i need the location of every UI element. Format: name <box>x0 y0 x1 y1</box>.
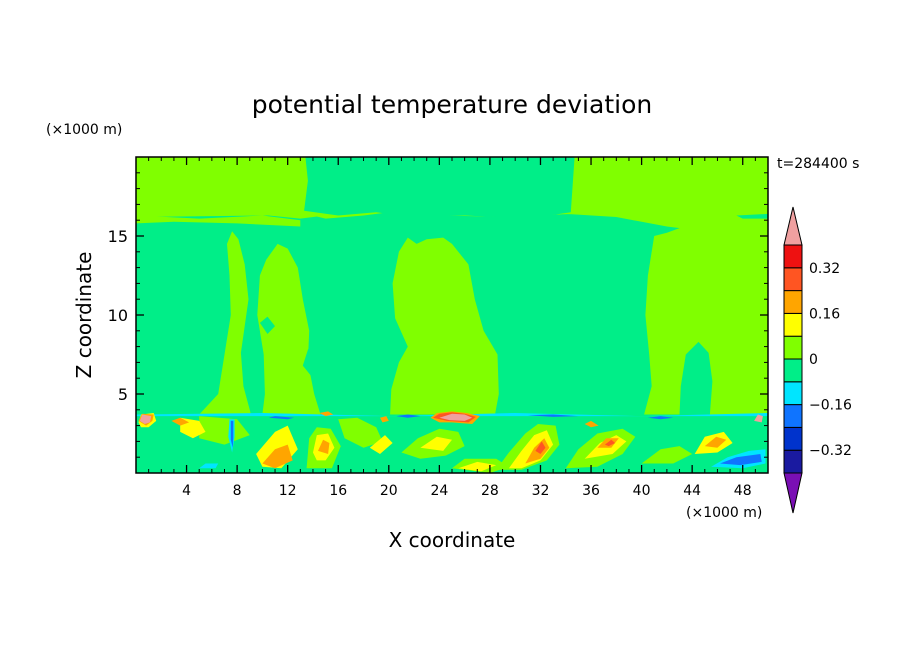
contour-region-55 <box>584 420 599 428</box>
colorbar-tick-label: 0 <box>809 352 818 368</box>
contour-region-44 <box>230 420 234 448</box>
x-tick-label: 24 <box>430 483 448 499</box>
colorbar-band <box>783 358 803 383</box>
contour-region-51 <box>754 414 763 423</box>
contour-region-36 <box>604 439 616 447</box>
colorbar-tick-label: 0.32 <box>809 261 840 277</box>
contour-region-11 <box>730 218 768 224</box>
contour-region-59 <box>647 416 674 420</box>
x-axis: 4 8 12 16 20 24 28 32 36 40 44 48 <box>148 157 756 499</box>
contour-region-30 <box>508 430 554 469</box>
x-tick-label: 36 <box>582 483 600 499</box>
colorbar-band <box>783 267 803 292</box>
colorbar-band <box>783 290 803 314</box>
colorbar-band <box>783 404 803 428</box>
colorbar-tick-label: −0.16 <box>809 398 852 414</box>
x-tick-label: 20 <box>380 483 398 499</box>
x-tick-label: 44 <box>683 483 701 499</box>
y-tick-label: 15 <box>108 227 128 246</box>
plot-area <box>136 157 768 473</box>
colorbar-lower-triangle <box>783 472 803 514</box>
contour-region-2 <box>257 243 321 415</box>
contour-region-7 <box>259 316 275 334</box>
contour-region-39 <box>704 436 727 448</box>
colorbar-band <box>783 381 803 406</box>
y-tick-label: 5 <box>118 385 128 404</box>
contour-region-54 <box>380 416 389 423</box>
contour-region-3 <box>390 237 499 415</box>
contour-region-22 <box>318 439 330 454</box>
x-tick-label: 32 <box>532 483 550 499</box>
chart-title: potential temperature deviation <box>252 90 652 119</box>
time-label: t=284400 s <box>777 156 859 172</box>
contour-region-32 <box>535 441 546 454</box>
x-tick-label: 4 <box>182 483 191 499</box>
contour-region-12 <box>736 213 768 219</box>
x-axis-title: X coordinate <box>389 528 516 552</box>
x-tick-label: 48 <box>734 483 752 499</box>
contour-region-26 <box>420 436 452 451</box>
contour-region-50 <box>439 413 473 421</box>
contour-region-28 <box>458 461 497 472</box>
y-axis-title: Z coordinate <box>72 252 96 379</box>
contour-regions <box>136 157 768 473</box>
contour-region-56 <box>268 416 294 420</box>
x-tick-label: 40 <box>633 483 651 499</box>
colorbar-band <box>783 312 803 337</box>
contour-region-19 <box>262 444 293 469</box>
colorbar-upper-triangle <box>783 206 803 246</box>
y-tick-label: 10 <box>108 306 128 325</box>
y-unit-label: (×1000 m) <box>46 122 122 138</box>
colorbar-band <box>783 426 803 451</box>
contour-region-10 <box>136 215 301 227</box>
contour-region-58 <box>527 414 579 417</box>
contour-region-42 <box>199 463 219 469</box>
colorbar-band <box>783 335 803 360</box>
x-tick-label: 8 <box>233 483 242 499</box>
contour-region-24 <box>369 435 393 454</box>
x-tick-label: 12 <box>279 483 297 499</box>
contour-region-4 <box>644 220 768 415</box>
x-unit-label: (×1000 m) <box>686 505 762 521</box>
contour-region-23 <box>338 417 383 448</box>
colorbar-band <box>783 449 803 474</box>
colorbar-band <box>783 244 803 269</box>
contour-region-57 <box>396 414 421 418</box>
colorbar-tick-label: −0.32 <box>809 443 852 459</box>
colorbar-tick-label: 0.16 <box>809 306 840 322</box>
contour-region-16 <box>199 416 250 445</box>
x-tick-label: 16 <box>329 483 347 499</box>
contour-region-41 <box>720 454 762 466</box>
contour-region-6 <box>302 337 326 377</box>
x-tick-label: 28 <box>481 483 499 499</box>
y-axis: 5 10 15 <box>108 172 768 458</box>
contour-region-47 <box>139 414 152 424</box>
contour-region-1 <box>136 231 251 415</box>
contour-region-37 <box>641 446 693 464</box>
contour-region-52 <box>171 417 190 426</box>
colorbar: 0.32 0.16 0 −0.16 −0.32 <box>783 206 852 514</box>
contour-region-53 <box>319 411 334 417</box>
contour-region-5 <box>679 341 713 415</box>
contour-region-9 <box>304 157 575 219</box>
